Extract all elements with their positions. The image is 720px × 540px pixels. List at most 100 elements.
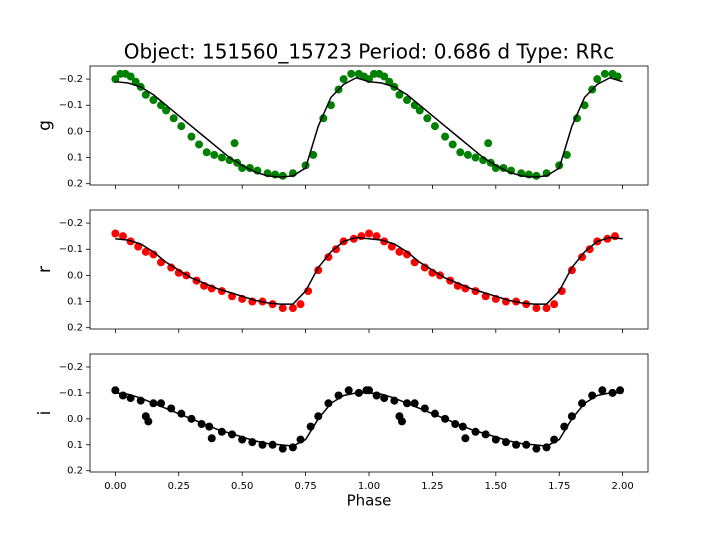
data-point [532, 444, 541, 453]
axes-frame [89, 209, 649, 330]
data-point [332, 245, 341, 254]
data-point [395, 247, 404, 256]
y-tick-label: 0.2 [67, 179, 83, 190]
y-tick-label: −0.1 [59, 244, 83, 255]
data-point [344, 386, 353, 395]
data-point [585, 245, 594, 254]
plot-area [111, 69, 623, 180]
data-point [522, 440, 531, 449]
data-point [578, 253, 587, 262]
data-point [365, 229, 373, 238]
data-point [430, 122, 439, 131]
y-axis-label: r [35, 266, 55, 273]
x-tick-label: 0.50 [231, 481, 253, 492]
data-point [230, 139, 239, 148]
y-tick-label: −0.2 [59, 74, 83, 85]
data-point [126, 72, 135, 81]
y-tick-label: −0.2 [59, 218, 83, 229]
data-point [111, 229, 120, 238]
data-point [314, 412, 323, 421]
data-point [593, 75, 602, 84]
data-point [522, 300, 531, 309]
data-point [395, 90, 404, 99]
data-point [288, 304, 297, 313]
data-point [562, 150, 571, 159]
y-axis-label: g [35, 120, 55, 131]
y-tick-label: 0.0 [67, 126, 83, 137]
panel: −0.2 −0.1 0.0 0.1 0.2 0.00 0.25 0.50 0.75 1.00 1.2… [35, 353, 649, 510]
data-point [542, 304, 551, 313]
data-point [202, 148, 211, 157]
data-point [403, 250, 412, 259]
data-point [441, 132, 450, 141]
model-line [115, 236, 623, 305]
y-tick-label: 0.1 [67, 153, 83, 164]
data-point [296, 300, 305, 309]
data-point [578, 399, 587, 408]
data-point [403, 96, 412, 104]
x-tick-label: 1.25 [421, 481, 443, 492]
data-point [397, 417, 406, 426]
axes-frame [89, 65, 649, 186]
data-point [463, 150, 472, 159]
data-point [217, 153, 226, 162]
data-point [167, 263, 176, 272]
data-point [207, 434, 216, 443]
data-point [339, 75, 348, 84]
data-point [448, 140, 457, 149]
data-point [141, 90, 150, 99]
data-point [111, 386, 120, 395]
data-point [278, 444, 287, 453]
data-point [324, 399, 333, 408]
data-point [347, 69, 356, 78]
data-point [415, 106, 424, 115]
data-point [532, 304, 541, 313]
data-point [324, 253, 333, 262]
data-point [210, 150, 219, 159]
data-point [162, 106, 171, 115]
data-point [177, 122, 186, 131]
data-point [278, 304, 287, 313]
data-point [131, 77, 140, 86]
data-point [385, 77, 394, 86]
data-point [372, 232, 381, 241]
data-point [420, 263, 429, 272]
x-tick-label: 1.75 [548, 481, 570, 492]
data-point [144, 417, 153, 426]
data-point [169, 114, 178, 123]
chart-title: Object: 151560_15723 Period: 0.686 d Typ… [124, 40, 615, 64]
x-tick-label: 0.75 [294, 481, 316, 492]
data-point [141, 247, 150, 256]
x-axis-label: Phase [347, 492, 392, 510]
data-point [380, 72, 389, 81]
panel: −0.2 −0.1 0.0 0.1 0.2 g [35, 65, 649, 190]
model-line [115, 392, 623, 447]
y-axis-label: i [35, 411, 55, 416]
data-point [111, 75, 120, 84]
data-point [600, 69, 609, 78]
data-point [309, 150, 318, 159]
panel: −0.2 −0.1 0.0 0.1 0.2 r [35, 209, 649, 334]
data-point [532, 171, 541, 180]
y-tick-label: −0.2 [59, 362, 83, 373]
y-tick-label: −0.1 [59, 100, 83, 111]
x-tick-label: 0.00 [104, 481, 126, 492]
data-point [268, 440, 277, 449]
axes-frame [89, 353, 649, 473]
x-tick-label: 0.25 [168, 481, 190, 492]
data-point [567, 412, 576, 421]
data-point [118, 232, 127, 241]
plot-area [111, 386, 625, 453]
data-point [187, 132, 196, 141]
data-point [598, 386, 607, 395]
data-point [484, 139, 493, 148]
plot-area [111, 229, 623, 313]
y-tick-label: −0.1 [59, 388, 83, 399]
data-point [613, 72, 622, 81]
y-tick-label: 0.0 [67, 414, 83, 425]
data-point [195, 140, 204, 149]
y-tick-label: 0.1 [67, 297, 83, 308]
data-point [278, 171, 287, 180]
x-tick-label: 2.00 [612, 481, 634, 492]
